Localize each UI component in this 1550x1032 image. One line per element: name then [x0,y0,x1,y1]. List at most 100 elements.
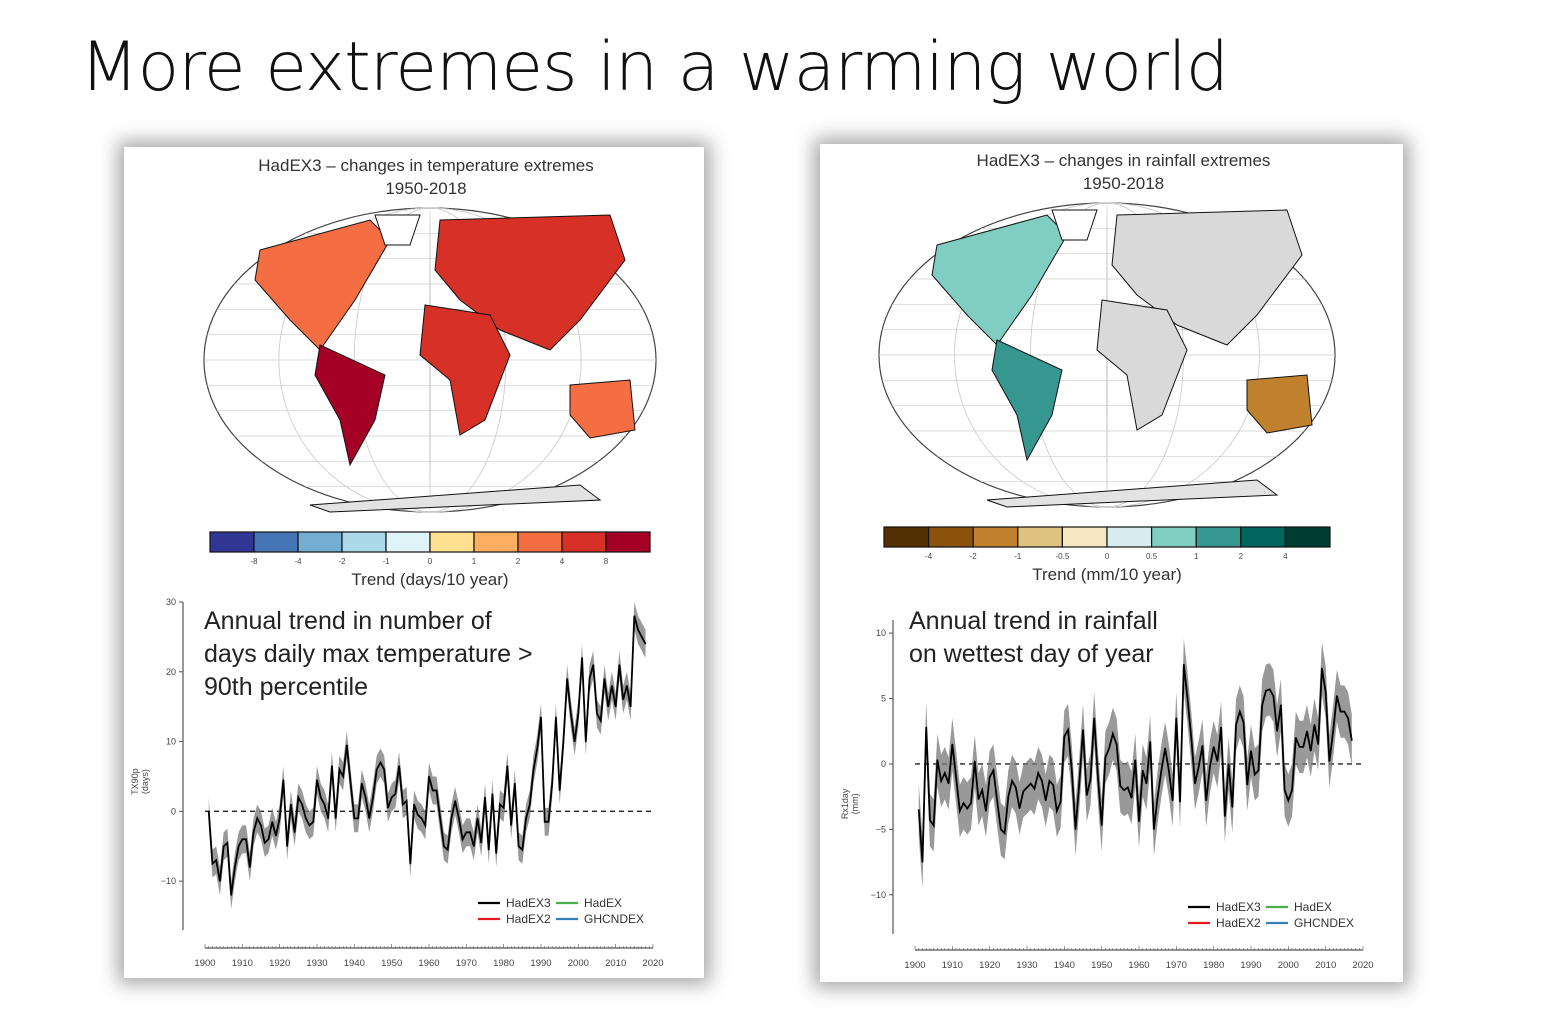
x-tick-label: 2020 [642,958,663,969]
colorbar-swatch [605,531,651,553]
data-point [577,713,579,715]
data-point [918,809,920,811]
colorbar-swatch [1240,526,1286,548]
y-tick-label: −5 [876,824,886,834]
colorbar-swatch [561,531,607,553]
data-point [279,817,281,819]
x-tick-label: 1960 [1128,960,1149,971]
colorbar-swatch [1017,526,1064,548]
data-point [312,821,314,823]
data-point [383,768,385,771]
data-point [641,636,643,638]
data-point [955,776,957,778]
data-point [985,810,987,812]
data-point [320,796,322,799]
data-point [1041,780,1043,782]
data-point [1037,772,1039,774]
x-tick-label: 1930 [1016,960,1037,971]
data-point [925,726,927,728]
colorbar-swatch [972,526,1019,548]
data-point [1228,763,1230,765]
data-point [1168,769,1170,772]
y-tick-label: 10 [166,737,176,747]
data-point [1328,760,1330,762]
data-point [1000,828,1002,830]
chart-annotation: 90th percentile [204,673,368,701]
colorbar-tick-label: -4 [294,557,302,566]
data-point [297,796,299,799]
data-point [1235,724,1237,726]
y-axis-label: Rx1day [840,788,850,819]
data-point [588,678,591,680]
map-title: HadEX3 – changes in rainfall extremes [977,151,1271,170]
data-point [611,685,613,687]
data-point [252,831,255,833]
x-tick-label: 2020 [1352,960,1373,971]
data-point [428,775,430,778]
data-point [1198,765,1200,768]
data-point [435,789,438,792]
data-point [1060,801,1062,803]
data-point [409,863,411,865]
colorbar-tick-label: 1 [1194,552,1199,561]
series-line-hadex3 [207,615,647,896]
colorbar-tick-label: -0.5 [1056,552,1070,561]
data-point [536,747,538,750]
colorbar-swatch [1151,526,1197,548]
colorbar-swatch [517,531,563,553]
data-point [469,831,471,833]
colorbar-tick-label: 2 [1239,552,1244,561]
data-point [1220,726,1222,728]
data-point [1246,784,1248,786]
y-axis-label: (days) [140,769,150,794]
y-tick-label: 0 [881,759,886,769]
y-axis-label: TX90p [130,768,140,795]
data-point [1007,796,1009,798]
data-point [1097,776,1099,778]
data-point [327,817,329,819]
x-tick-label: 1990 [530,958,551,969]
data-point [264,842,266,844]
colorbar-swatch [429,531,475,553]
map-land-south-america [314,344,386,467]
data-point [1201,745,1204,747]
data-point [529,803,531,805]
data-point [379,761,382,764]
data-point [1056,810,1058,812]
data-point [1216,760,1218,762]
data-point [1004,832,1006,834]
data-point [267,838,270,840]
legend-label: HadEX2 [506,912,551,926]
data-point [1104,756,1106,758]
data-point [208,810,210,812]
data-point [1298,746,1301,748]
colorbar-swatch [341,531,387,553]
data-point [495,852,497,854]
colorbar-tick-label: 0 [1105,552,1110,561]
data-point [1142,769,1144,772]
colorbar-tick-label: 0 [428,557,433,566]
data-point [480,842,482,844]
data-point [1149,741,1151,743]
map-land-south-america [991,339,1063,462]
data-point [211,863,214,865]
colorbar-label: Trend (days/10 year) [351,570,508,589]
x-tick-label: 1980 [493,958,514,969]
data-point [1287,799,1289,802]
y-tick-label: 20 [166,667,176,677]
data-point [462,838,464,840]
legend-label: HadEX3 [1216,900,1261,914]
data-point [1101,824,1103,827]
data-point [238,845,240,847]
temperature-figure: HadEX3 – changes in temperature extremes… [130,156,664,969]
y-tick-label: 0 [171,806,176,816]
data-point [1351,739,1353,741]
data-point [1153,828,1155,830]
colorbar-swatch [883,526,930,548]
data-point [368,817,370,819]
colorbar-tick-label: 0.5 [1146,552,1158,561]
x-tick-label: 1930 [306,958,327,969]
data-point [1082,729,1084,731]
colorbar-tick-label: -2 [338,557,346,566]
data-point [488,849,490,851]
